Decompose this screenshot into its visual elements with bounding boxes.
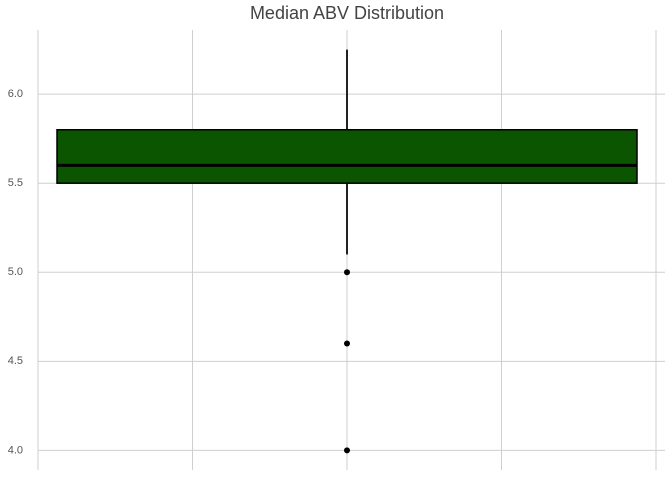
outlier xyxy=(344,340,350,347)
outlier xyxy=(344,447,350,454)
y-tick-label: 6.0 xyxy=(8,88,23,100)
chart-title: Median ABV Distribution xyxy=(250,3,444,23)
y-tick-label: 4.5 xyxy=(8,355,23,367)
box xyxy=(56,129,638,184)
y-tick-label: 5.5 xyxy=(8,177,23,189)
y-tick-label: 5.0 xyxy=(8,266,23,278)
y-tick-label: 4.0 xyxy=(8,444,23,456)
outlier xyxy=(344,269,350,276)
